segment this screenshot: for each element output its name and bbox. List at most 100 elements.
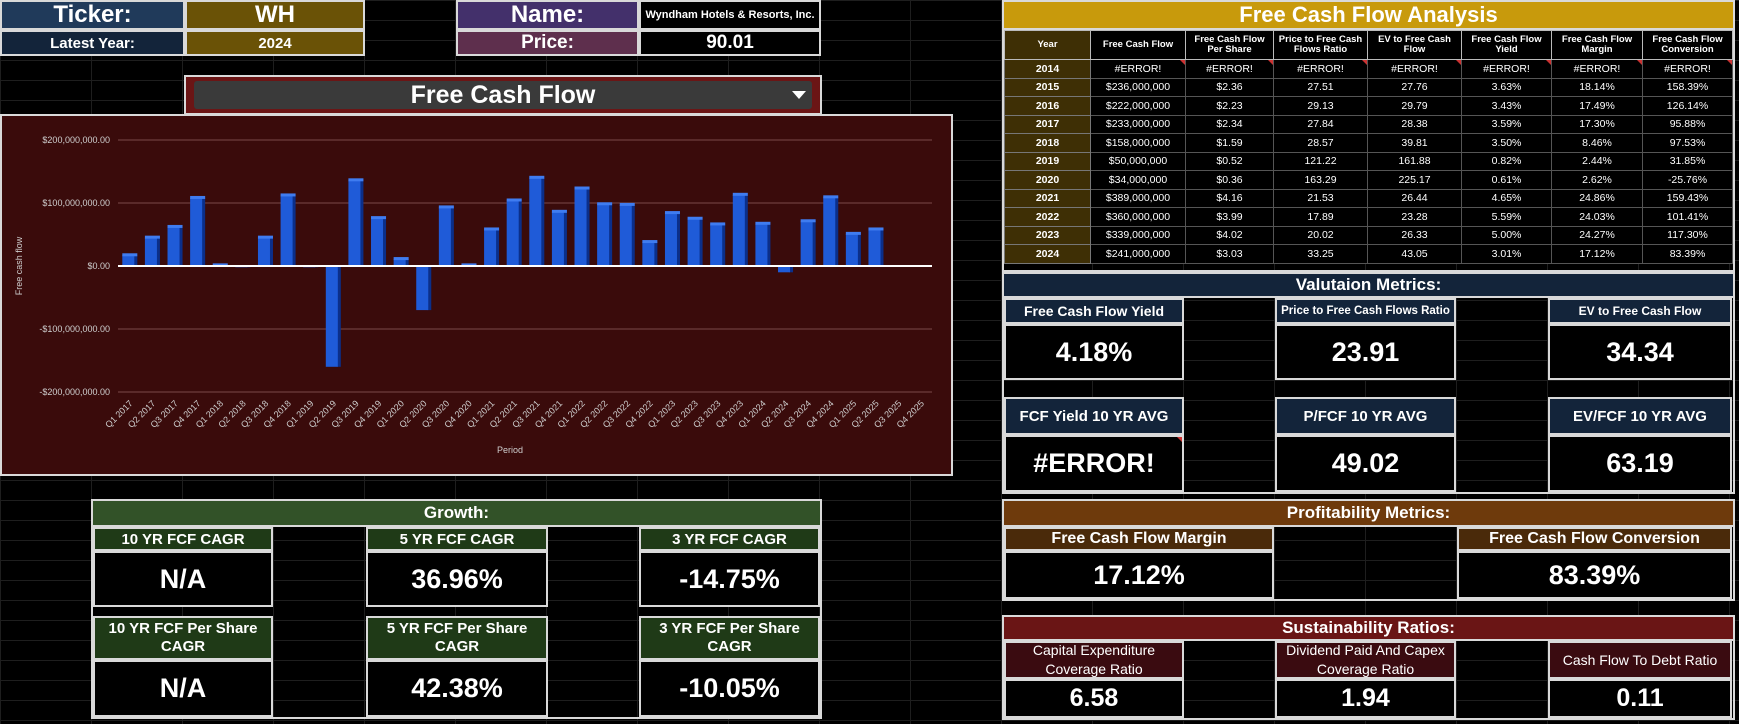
table-cell[interactable]: 97.53% <box>1642 133 1733 153</box>
table-cell[interactable]: $222,000,000 <box>1090 96 1186 116</box>
table-cell[interactable]: 18.14% <box>1551 77 1643 97</box>
table-cell[interactable]: 29.79 <box>1367 96 1462 116</box>
table-cell[interactable]: $389,000,000 <box>1090 188 1186 208</box>
ticker-value[interactable]: WH <box>185 0 365 30</box>
table-cell[interactable]: 2.62% <box>1551 170 1643 190</box>
table-cell[interactable]: $1.59 <box>1185 133 1274 153</box>
table-cell[interactable]: 101.41% <box>1642 207 1733 227</box>
bar <box>755 223 768 266</box>
table-cell[interactable]: 24.27% <box>1551 225 1643 245</box>
year-cell[interactable]: 2022 <box>1004 207 1091 227</box>
table-cell[interactable]: 4.65% <box>1461 188 1552 208</box>
table-cell[interactable]: $339,000,000 <box>1090 225 1186 245</box>
table-cell[interactable]: 23.28 <box>1367 207 1462 227</box>
table-cell[interactable]: 83.39% <box>1642 244 1733 264</box>
table-cell[interactable]: #ERROR! <box>1185 59 1274 79</box>
table-cell[interactable]: 24.03% <box>1551 207 1643 227</box>
table-cell[interactable]: 5.59% <box>1461 207 1552 227</box>
table-cell[interactable]: 27.51 <box>1273 77 1368 97</box>
table-cell[interactable]: $2.23 <box>1185 96 1274 116</box>
table-cell[interactable]: 17.30% <box>1551 114 1643 134</box>
table-cell[interactable]: 26.33 <box>1367 225 1462 245</box>
table-cell[interactable]: 28.38 <box>1367 114 1462 134</box>
table-cell[interactable]: $0.52 <box>1185 151 1274 171</box>
table-cell[interactable]: $4.16 <box>1185 188 1274 208</box>
year-cell[interactable]: 2018 <box>1004 133 1091 153</box>
table-cell[interactable]: $3.03 <box>1185 244 1274 264</box>
table-cell[interactable]: 21.53 <box>1273 188 1368 208</box>
table-cell[interactable]: 5.00% <box>1461 225 1552 245</box>
table-cell[interactable]: 126.14% <box>1642 96 1733 116</box>
year-cell[interactable]: 2019 <box>1004 151 1091 171</box>
year-cell[interactable]: 2015 <box>1004 77 1091 97</box>
table-cell[interactable]: 24.86% <box>1551 188 1643 208</box>
table-cell[interactable]: $158,000,000 <box>1090 133 1186 153</box>
table-cell[interactable]: 17.89 <box>1273 207 1368 227</box>
table-cell[interactable]: 20.02 <box>1273 225 1368 245</box>
table-cell[interactable]: 158.39% <box>1642 77 1733 97</box>
table-cell[interactable]: 17.12% <box>1551 244 1643 264</box>
chevron-down-icon[interactable] <box>792 91 806 99</box>
table-cell[interactable]: #ERROR! <box>1090 59 1186 79</box>
table-cell[interactable]: $2.36 <box>1185 77 1274 97</box>
table-cell[interactable]: 27.76 <box>1367 77 1462 97</box>
dropdown-selected[interactable]: Free Cash Flow <box>194 81 812 109</box>
metric-dropdown[interactable]: Free Cash Flow <box>184 75 822 115</box>
year-cell[interactable]: 2021 <box>1004 188 1091 208</box>
table-cell[interactable]: -25.76% <box>1642 170 1733 190</box>
table-cell[interactable]: 3.59% <box>1461 114 1552 134</box>
table-cell[interactable]: 2.44% <box>1551 151 1643 171</box>
year-cell[interactable]: 2017 <box>1004 114 1091 134</box>
table-cell[interactable]: #ERROR! <box>1551 59 1643 79</box>
year-cell[interactable]: 2024 <box>1004 244 1091 264</box>
table-cell[interactable]: $236,000,000 <box>1090 77 1186 97</box>
table-cell[interactable]: 39.81 <box>1367 133 1462 153</box>
table-cell[interactable]: 0.61% <box>1461 170 1552 190</box>
table-cell[interactable]: $360,000,000 <box>1090 207 1186 227</box>
table-cell[interactable]: 159.43% <box>1642 188 1733 208</box>
table-cell[interactable]: 3.01% <box>1461 244 1552 264</box>
table-cell[interactable]: 26.44 <box>1367 188 1462 208</box>
bar-shadow <box>201 197 206 266</box>
table-cell[interactable]: 161.88 <box>1367 151 1462 171</box>
table-cell[interactable]: 43.05 <box>1367 244 1462 264</box>
table-cell[interactable]: $233,000,000 <box>1090 114 1186 134</box>
table-cell[interactable]: 163.29 <box>1273 170 1368 190</box>
fcf-col-header: Free Cash Flow Margin <box>1551 30 1643 60</box>
table-cell[interactable]: #ERROR! <box>1273 59 1368 79</box>
year-cell[interactable]: 2020 <box>1004 170 1091 190</box>
error-indicator-icon <box>1177 437 1182 442</box>
table-cell[interactable]: $4.02 <box>1185 225 1274 245</box>
table-cell[interactable]: 0.82% <box>1461 151 1552 171</box>
fcf-conversion-label: Free Cash Flow Conversion <box>1457 527 1732 551</box>
year-cell[interactable]: 2016 <box>1004 96 1091 116</box>
table-cell[interactable]: 3.43% <box>1461 96 1552 116</box>
table-cell[interactable]: 27.84 <box>1273 114 1368 134</box>
cell-text: 8.46% <box>1582 136 1612 149</box>
cell-text: 161.88 <box>1398 155 1431 168</box>
table-cell[interactable]: $34,000,000 <box>1090 170 1186 190</box>
table-cell[interactable]: #ERROR! <box>1367 59 1462 79</box>
table-cell[interactable]: #ERROR! <box>1461 59 1552 79</box>
table-cell[interactable]: 28.57 <box>1273 133 1368 153</box>
table-cell[interactable]: $0.36 <box>1185 170 1274 190</box>
table-cell[interactable]: 31.85% <box>1642 151 1733 171</box>
table-cell[interactable]: $50,000,000 <box>1090 151 1186 171</box>
cell-text: 2.44% <box>1582 155 1612 168</box>
table-cell[interactable]: 29.13 <box>1273 96 1368 116</box>
table-cell[interactable]: #ERROR! <box>1642 59 1733 79</box>
table-cell[interactable]: 121.22 <box>1273 151 1368 171</box>
table-cell[interactable]: 95.88% <box>1642 114 1733 134</box>
table-cell[interactable]: 8.46% <box>1551 133 1643 153</box>
year-cell[interactable]: 2023 <box>1004 225 1091 245</box>
table-cell[interactable]: 17.49% <box>1551 96 1643 116</box>
table-cell[interactable]: 225.17 <box>1367 170 1462 190</box>
year-cell[interactable]: 2014 <box>1004 59 1091 79</box>
table-cell[interactable]: $3.99 <box>1185 207 1274 227</box>
table-cell[interactable]: 3.50% <box>1461 133 1552 153</box>
table-cell[interactable]: 3.63% <box>1461 77 1552 97</box>
table-cell[interactable]: $2.34 <box>1185 114 1274 134</box>
table-cell[interactable]: 117.30% <box>1642 225 1733 245</box>
table-cell[interactable]: $241,000,000 <box>1090 244 1186 264</box>
table-cell[interactable]: 33.25 <box>1273 244 1368 264</box>
